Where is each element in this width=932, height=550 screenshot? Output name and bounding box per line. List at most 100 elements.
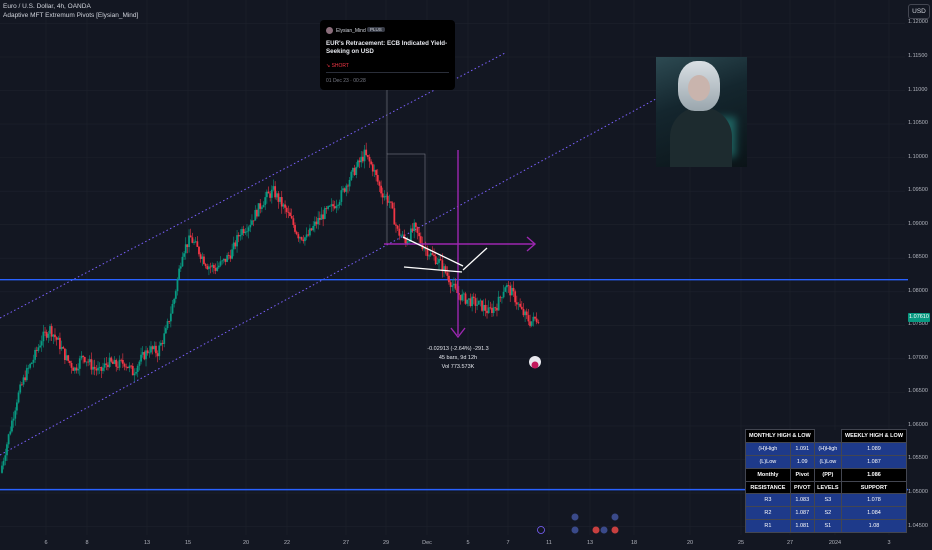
time-tick-label: 2024 bbox=[828, 540, 842, 546]
candle-body bbox=[251, 220, 253, 225]
candle-body bbox=[333, 206, 336, 209]
candle-body bbox=[368, 156, 371, 162]
time-tick-label: 13 bbox=[143, 540, 151, 546]
candle-body bbox=[534, 316, 536, 319]
candle-body bbox=[189, 235, 192, 238]
weekly-head: WEEKLY HIGH & LOW bbox=[840, 429, 908, 443]
candle-body bbox=[73, 367, 76, 371]
candle-body bbox=[95, 368, 98, 371]
candle-body bbox=[32, 359, 35, 363]
candle-body bbox=[80, 355, 83, 359]
measure-change: -0.02913 (-2.64%) -291.3 bbox=[427, 346, 489, 352]
idea-signal: ↘ SHORT bbox=[326, 63, 349, 69]
candle-body bbox=[34, 349, 37, 360]
candle-body bbox=[100, 366, 103, 371]
idea-author[interactable]: Elysian_Mind bbox=[336, 28, 366, 34]
candle-body bbox=[194, 241, 197, 243]
candle-body bbox=[433, 254, 435, 257]
candle-body bbox=[434, 256, 437, 264]
idea-title[interactable]: EUR's Retracement: ECB Indicated Yield-S… bbox=[326, 40, 448, 55]
candle-body bbox=[423, 248, 426, 250]
candle-body bbox=[236, 235, 238, 247]
candle-body bbox=[173, 298, 176, 304]
candle-body bbox=[44, 331, 46, 333]
candle-body bbox=[98, 366, 101, 368]
candle-body bbox=[366, 155, 369, 157]
candle-body bbox=[70, 362, 73, 368]
s3-label: S3 bbox=[813, 493, 842, 508]
candle-body bbox=[191, 237, 194, 243]
candle-body bbox=[517, 303, 520, 305]
candle-body bbox=[512, 287, 515, 292]
candle-body bbox=[482, 304, 485, 311]
candle-body bbox=[426, 248, 429, 257]
candle-body bbox=[241, 229, 243, 235]
idea-card[interactable]: Elysian_Mind PLUS EUR's Retracement: ECB… bbox=[320, 20, 455, 90]
candle-body bbox=[214, 267, 217, 271]
candle-body bbox=[472, 296, 475, 299]
candle-body bbox=[409, 228, 412, 242]
candle-body bbox=[509, 285, 512, 296]
indicator-title[interactable]: Adaptive MFT Extremum Pivots [Elysian_Mi… bbox=[3, 12, 139, 19]
candle-body bbox=[113, 359, 116, 364]
weekly-high-label: (H)High bbox=[813, 441, 842, 456]
symbol-title[interactable]: Euro / U.S. Dollar, 4h, OANDA bbox=[3, 3, 91, 10]
candle-body bbox=[361, 156, 364, 162]
candle-body bbox=[229, 255, 232, 259]
candle-body bbox=[24, 377, 27, 381]
s1-label: S1 bbox=[813, 519, 842, 534]
candle-body bbox=[365, 149, 368, 156]
candle-body bbox=[77, 368, 80, 371]
candle-body bbox=[474, 298, 477, 306]
candle-body bbox=[224, 258, 227, 262]
candle-body bbox=[259, 203, 262, 209]
candle-body bbox=[219, 261, 222, 266]
candle-body bbox=[55, 337, 58, 340]
candle-body bbox=[441, 260, 444, 272]
candle-body bbox=[491, 307, 493, 313]
candle-body bbox=[393, 208, 396, 225]
candle-body bbox=[439, 259, 442, 261]
candle-body bbox=[448, 275, 450, 283]
candle-body bbox=[330, 204, 333, 207]
r1-label: R1 bbox=[745, 519, 791, 534]
candle-body bbox=[466, 299, 469, 304]
candle-body bbox=[267, 191, 270, 194]
candle-body bbox=[395, 224, 397, 226]
candle-body bbox=[489, 307, 492, 309]
candle-body bbox=[30, 362, 33, 364]
candle-body bbox=[355, 166, 358, 175]
price-tick-label: 1.07500 bbox=[908, 321, 928, 328]
candle-body bbox=[242, 229, 245, 234]
candle-body bbox=[436, 262, 439, 264]
candle-body bbox=[265, 191, 268, 198]
candle-body bbox=[401, 234, 404, 236]
candle-body bbox=[459, 294, 462, 301]
candle-body bbox=[295, 231, 298, 235]
candle-body bbox=[93, 366, 96, 369]
candle-body bbox=[105, 363, 108, 365]
trend-stroke-2 bbox=[403, 266, 463, 273]
candle-body bbox=[280, 197, 283, 207]
time-tick-label: Dec bbox=[422, 540, 432, 546]
measure-readout: -0.02913 (-2.64%) -291.3 45 bars, 9d 12h… bbox=[410, 345, 506, 372]
currency-button[interactable]: USD bbox=[908, 4, 930, 19]
candle-body bbox=[391, 202, 394, 209]
candle-body bbox=[4, 455, 7, 461]
candle-body bbox=[178, 268, 181, 279]
levels-head: LEVELS bbox=[813, 480, 842, 495]
candle-body bbox=[65, 355, 68, 360]
candle-body bbox=[67, 355, 70, 361]
candle-body bbox=[502, 291, 505, 298]
r2-value: 1.087 bbox=[789, 506, 815, 521]
candle-body bbox=[140, 354, 142, 362]
candle-body bbox=[378, 181, 381, 186]
candle-body bbox=[146, 350, 149, 354]
candle-body bbox=[269, 193, 272, 198]
candle-body bbox=[87, 361, 89, 363]
measure-volume: Vol 773.573K bbox=[441, 364, 475, 370]
candle-body bbox=[290, 215, 293, 219]
candle-body bbox=[184, 244, 187, 254]
candle-body bbox=[363, 149, 366, 162]
measure-tool bbox=[386, 90, 426, 245]
